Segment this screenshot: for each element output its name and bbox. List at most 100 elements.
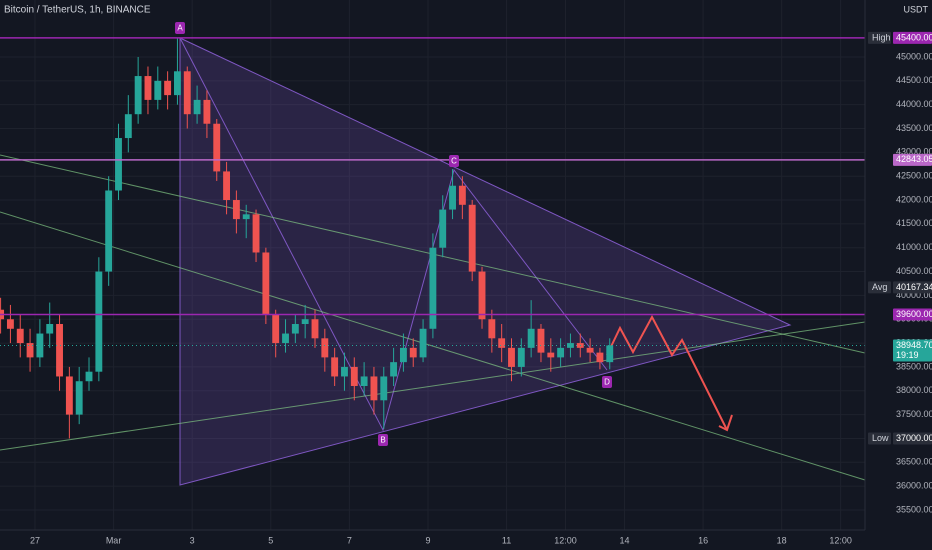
candle-body [537, 328, 545, 353]
candle-body [360, 376, 368, 386]
price-tag [893, 432, 932, 445]
candle-body [252, 214, 260, 253]
candle-body [458, 185, 466, 205]
trendline [0, 321, 866, 451]
y-tick-label: 44000.00 [896, 99, 932, 109]
price-tag-label: 39600.00 [896, 309, 932, 319]
candle-body [65, 376, 73, 415]
candle-body [95, 271, 103, 372]
candle-body [193, 99, 201, 115]
x-tick-label: 12:00 [554, 535, 577, 545]
x-tick-label: 3 [190, 535, 195, 545]
price-tag-label: 45400.00 [896, 32, 932, 42]
candle-body [567, 343, 574, 348]
currency[interactable]: USDT [904, 4, 929, 14]
candle-body [390, 362, 398, 377]
pattern-point-box [378, 434, 388, 446]
candle-body [174, 71, 181, 96]
candle-body [262, 252, 270, 315]
candle-body [203, 99, 211, 124]
candle-body [223, 171, 231, 201]
x-tick-label: 14 [619, 535, 629, 545]
candle-body [75, 381, 83, 415]
candles [0, 37, 614, 439]
candle-body [547, 352, 555, 358]
candle-body [124, 114, 132, 139]
candle-body [16, 328, 24, 344]
y-tick-label: 37500.00 [896, 409, 932, 419]
candle-body [527, 328, 535, 348]
y-tick-label: 35500.00 [896, 504, 932, 514]
candle-body [419, 328, 427, 358]
price-tag [893, 31, 932, 44]
candle-body [105, 190, 113, 272]
candle-body [439, 209, 447, 248]
y-tick-label: 43500.00 [896, 123, 932, 133]
projection [606, 314, 728, 431]
candle-body [586, 347, 594, 353]
y-tick-label: 41500.00 [896, 218, 932, 228]
pattern-point-box [449, 155, 459, 167]
projection-arrow [718, 414, 733, 432]
y-tick-label: 40000.00 [896, 290, 932, 300]
price-tag-name-box [868, 281, 891, 294]
candle-body [409, 347, 417, 358]
y-tick-label: 42000.00 [896, 194, 932, 204]
pattern-point-box [602, 376, 612, 388]
y-tick-label: 41000.00 [896, 242, 932, 252]
candle-body [242, 214, 250, 220]
candle-body [517, 347, 525, 367]
x-tick-label: 7 [347, 535, 352, 545]
candle-body [311, 319, 319, 339]
pattern-point-label: D [604, 378, 610, 387]
price-tag-name: Avg [872, 282, 887, 292]
symbol-title: Bitcoin / TetherUS, 1h, BINANCE [4, 5, 151, 16]
candle-body [380, 376, 388, 401]
candle-body [341, 366, 348, 377]
candle-body [488, 319, 496, 339]
price-tag [893, 281, 932, 294]
candle-body [350, 366, 358, 386]
price-axis [865, 0, 932, 550]
pattern-points: A B C D [175, 22, 612, 446]
candle-body [291, 324, 299, 334]
abcd-path [179, 37, 608, 432]
candle-body [134, 76, 142, 115]
pattern-point-label: C [451, 157, 457, 166]
candle-body [449, 185, 456, 210]
candle-body [183, 71, 191, 115]
y-tick-label: 36000.00 [896, 481, 932, 491]
candle-body [508, 347, 515, 367]
candle-body [232, 200, 240, 220]
candle-body [6, 319, 14, 329]
price-tag-name-box [868, 31, 891, 44]
candle-body [154, 80, 162, 100]
candle-body [36, 333, 44, 358]
price-tag [893, 308, 932, 321]
x-tick-label: Mar [106, 535, 122, 545]
candle-body [498, 338, 506, 348]
candle-body [213, 123, 221, 172]
pattern-point-box [175, 22, 185, 34]
x-tick-label: 12:00 [829, 535, 852, 545]
candle-body [56, 324, 63, 377]
candle-body [557, 347, 565, 358]
y-tick-label: 43000.00 [896, 147, 932, 157]
candle-body [164, 80, 172, 96]
pattern-point-label: B [380, 436, 385, 445]
candle-body [478, 271, 486, 320]
y-tick-label: 36500.00 [896, 457, 932, 467]
candle-body [331, 357, 339, 377]
price-tag-name: High [872, 32, 891, 42]
price-tag-time: 19:19 [896, 350, 919, 360]
candle-body [144, 76, 152, 100]
price-tag-label: 37000.00 [896, 433, 932, 443]
candle-body [321, 338, 329, 358]
x-tick-label: 18 [777, 535, 787, 545]
price-tag-name: Low [872, 433, 889, 443]
candle-body [606, 345, 614, 363]
levels [0, 37, 865, 347]
candle-body [399, 347, 407, 363]
y-tick-label: 38000.00 [896, 385, 932, 395]
